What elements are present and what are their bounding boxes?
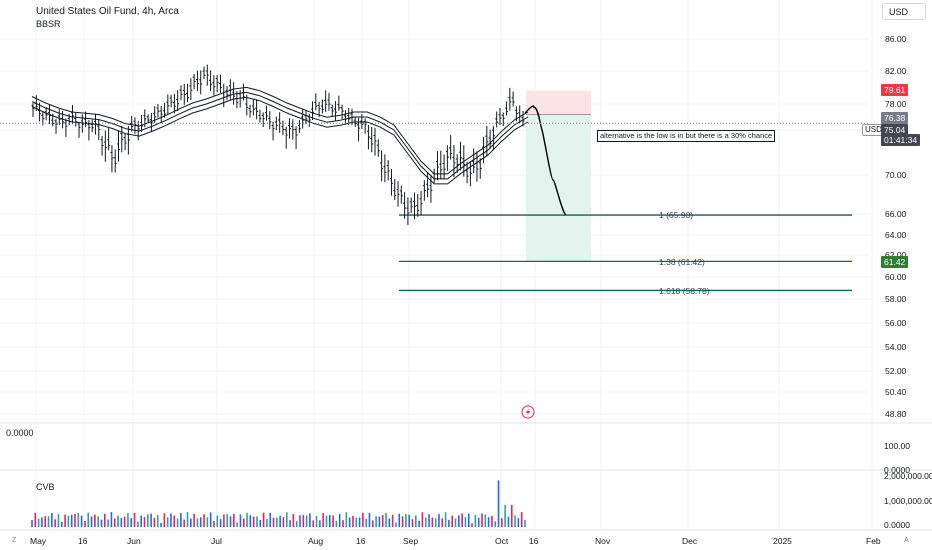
time-tick: Nov [595,536,611,546]
stop-price-tag: 79.61 [881,84,909,96]
price-tick: 82.00 [885,66,907,76]
flash-icon[interactable] [521,405,535,419]
time-tick: Oct [495,536,509,546]
projected-path[interactable] [524,105,567,216]
middle-pane-value: 0.0000 [6,428,34,438]
chart-title: United States Oil Fund, 4h, Arca [36,6,179,17]
auto-scale-button[interactable]: A [904,537,909,544]
stop-zone[interactable] [526,90,591,115]
zoom-button[interactable]: Z [12,537,17,544]
price-tick: 66.00 [885,209,907,219]
indicator-label[interactable]: BBSR [36,19,61,29]
cvb-label[interactable]: CVB [36,482,55,492]
price-tick: 54.00 [885,342,907,352]
price-tick: 86.00 [885,34,907,44]
time-tick: Aug [308,536,324,546]
channel-line [31,91,529,180]
fib-label-1-38: 1.38 (61.42) [659,257,705,267]
price-tick: 58.00 [885,294,907,304]
middle-pane-tick: 100.00 [884,441,910,451]
target-zone[interactable] [526,114,591,262]
time-tick: Jul [211,536,222,546]
time-tick: 16 [78,536,88,546]
price-tick: 50.40 [885,387,907,397]
time-tick: May [30,536,47,546]
time-tick: 16 [529,536,539,546]
last-price-tag: 75.04 [881,124,909,136]
cvb-tick: 1,000,000.00 [884,496,932,506]
cvb-tick: 2,000,000.00 [884,471,932,481]
price-grid [0,0,873,530]
price-tick: 52.00 [885,366,907,376]
cvb-tick: 0.0000 [884,520,910,530]
time-tick: Jun [127,536,141,546]
price-tick: 56.00 [885,318,907,328]
time-tick: Feb [866,536,881,546]
price-tick: 60.00 [885,272,907,282]
price-tick: 78.00 [885,99,907,109]
entry-price-tag: 76.38 [881,112,909,124]
price-candles [31,64,525,226]
middle-pane-tick: 0.0000 [884,465,910,475]
time-tick: Dec [682,536,698,546]
annotation-note[interactable]: alternative is the low is in but there i… [597,130,776,142]
cvb-bars [31,480,526,527]
fib-label-1-618: 1.618 (58.78) [659,286,710,296]
time-tick: 2025 [773,536,792,546]
bbsr-channel [31,86,529,185]
time-tick: 16 [356,536,366,546]
target-price-tag: 61.42 [881,256,909,268]
channel-line [31,86,529,175]
price-tick: 62.00 [885,250,907,260]
fib-label-1: 1 (65.90) [659,210,694,220]
price-tick: 70.00 [885,170,907,180]
price-tick: 64.00 [885,230,907,240]
fibonacci-levels[interactable] [399,214,852,292]
price-tick: 48.80 [885,409,907,419]
currency-button[interactable]: USD [882,3,926,20]
countdown-tag: 01:41:34 [881,134,921,146]
channel-line [31,96,529,185]
time-tick: Sep [403,536,419,546]
